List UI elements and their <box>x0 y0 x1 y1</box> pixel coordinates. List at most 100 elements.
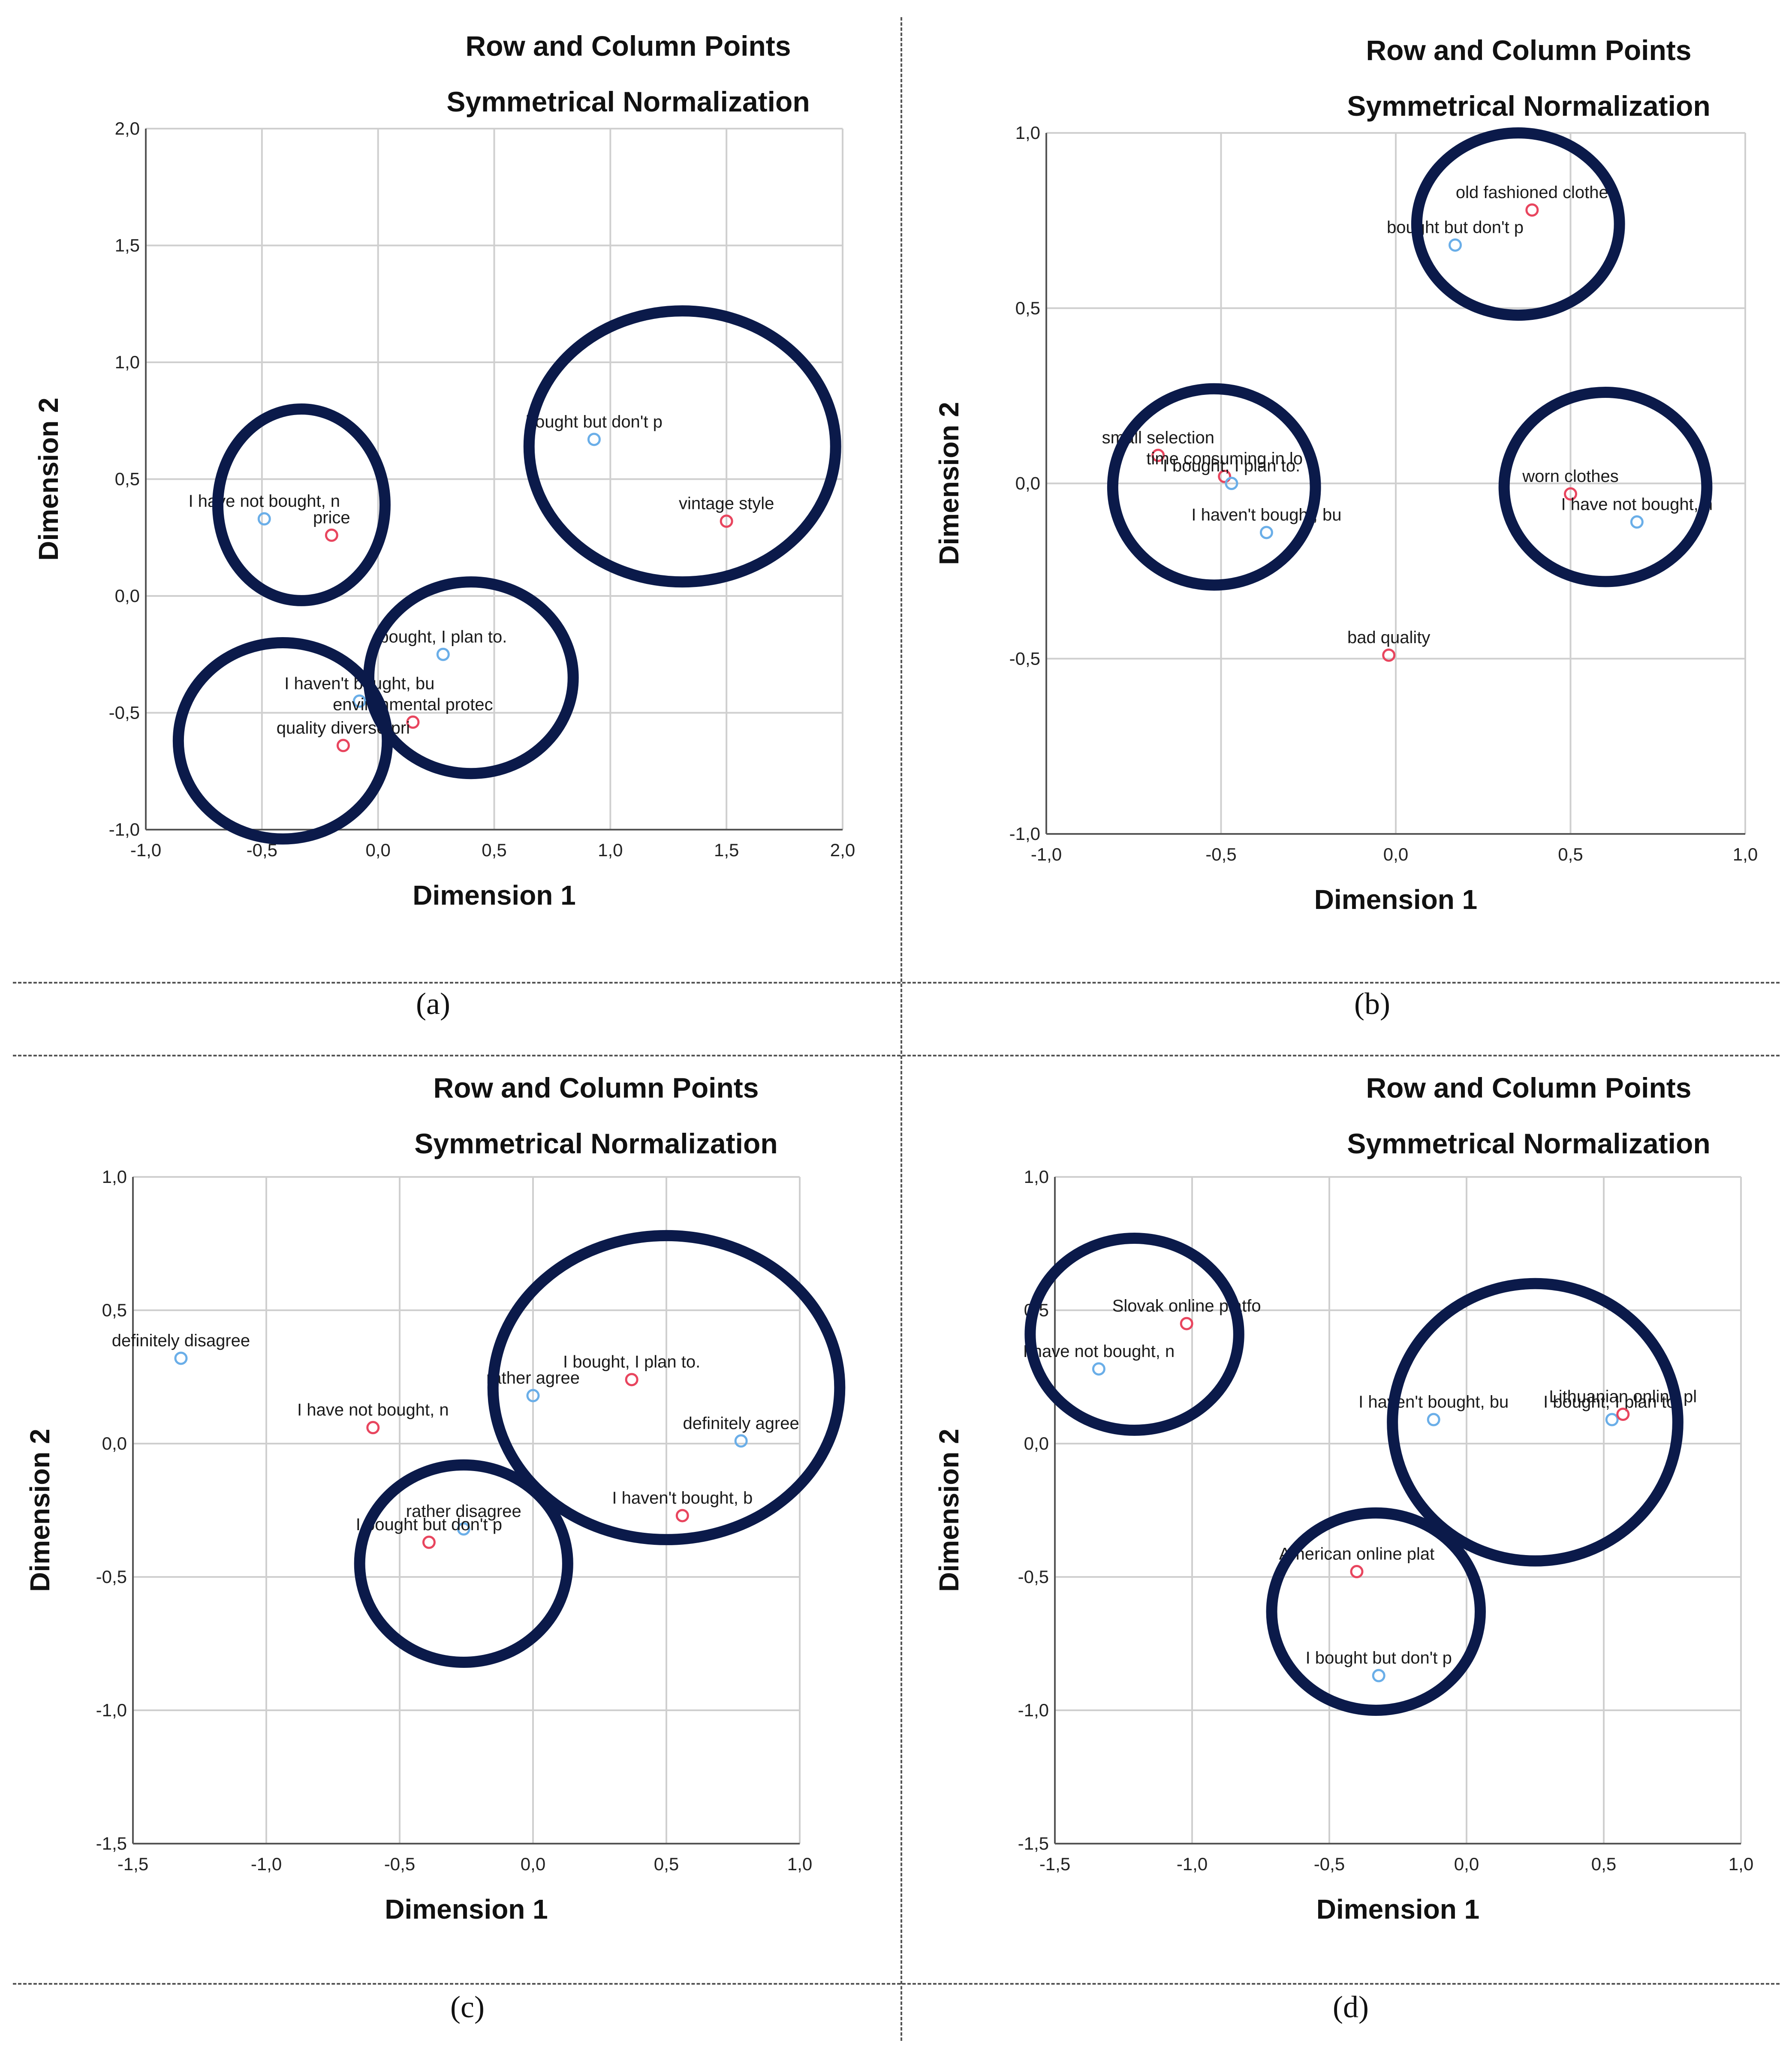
x-tick-label: 1,0 <box>1729 1854 1753 1874</box>
x-tick-label: -1,5 <box>1039 1854 1070 1874</box>
point-label: vintage style <box>679 494 774 513</box>
row-point-marker <box>457 1522 470 1536</box>
y-tick-label: -1,0 <box>1009 824 1040 844</box>
point-label: price <box>313 508 350 527</box>
row-point-marker <box>1372 1669 1385 1682</box>
x-tick-label: 2,0 <box>830 840 855 860</box>
x-axis-label: Dimension 1 <box>1316 1894 1480 1925</box>
chart-b-svg: Row and Column Points Symmetrical Normali… <box>934 34 1758 915</box>
y-tick-label: 0,5 <box>1015 298 1040 318</box>
point-label: American online plat <box>1279 1545 1434 1564</box>
caption-d: (d) <box>1333 1990 1369 2024</box>
x-tick-label: 1,0 <box>598 840 623 860</box>
y-tick-label: 1,0 <box>1024 1167 1049 1187</box>
point-label: I bought, I plan to. <box>563 1353 700 1372</box>
column-point-marker <box>1564 487 1577 501</box>
cluster-circle <box>172 637 393 845</box>
y-tick-label: 0,0 <box>1024 1433 1049 1453</box>
column-point-marker <box>625 1373 638 1387</box>
chart-panel-a: Row and Column Points Symmetrical Normali… <box>0 0 901 982</box>
y-tick-label: 1,5 <box>115 235 140 256</box>
x-tick-label: -1,5 <box>117 1854 148 1874</box>
column-point-marker <box>1525 203 1539 217</box>
chart-subtitle: Symmetrical Normalization <box>414 1128 777 1159</box>
column-point-marker <box>720 515 733 528</box>
chart-d-svg: Row and Column Points Symmetrical Normali… <box>934 1072 1753 1925</box>
horizontal-divider-middle <box>13 1055 1780 1056</box>
row-point-marker <box>1225 477 1238 490</box>
row-point-marker <box>526 1389 540 1402</box>
column-point-marker <box>406 715 420 729</box>
point-label: I have not bought, n <box>1561 495 1713 514</box>
y-axis-label: Dimension 2 <box>934 1429 964 1592</box>
column-point-marker <box>325 528 338 542</box>
cluster-circle <box>487 1230 846 1545</box>
column-point-marker <box>1218 469 1232 483</box>
point-label: I haven't bought, bu <box>1191 505 1341 524</box>
point-label: definitely agree <box>683 1414 799 1433</box>
column-point-marker <box>1382 648 1396 662</box>
x-tick-label: 0,0 <box>521 1854 545 1874</box>
point-label: I haven't bought, bu <box>1358 1393 1509 1411</box>
row-point-marker <box>1427 1413 1440 1426</box>
x-axis-label: Dimension 1 <box>413 880 576 911</box>
point-label: I bought, I plan to. <box>1543 1393 1681 1411</box>
point-label: I bought but don't p <box>1306 1649 1452 1667</box>
x-tick-label: -0,5 <box>1314 1854 1345 1874</box>
y-tick-label: 1,0 <box>102 1167 127 1187</box>
point-label: environmental protec <box>333 695 493 714</box>
chart-panel-b: Row and Column Points Symmetrical Normali… <box>901 0 1792 982</box>
point-label: bought but don't p <box>1387 218 1524 237</box>
row-point-marker <box>1092 1362 1105 1376</box>
y-tick-label: -1,5 <box>96 1833 127 1853</box>
x-tick-label: 0,5 <box>1591 1854 1616 1874</box>
point-label: worn clothes <box>1522 467 1619 486</box>
column-point-marker <box>675 1509 689 1522</box>
cluster-circle <box>212 403 391 606</box>
y-tick-label: -0,5 <box>109 703 140 723</box>
column-point-marker <box>1180 1317 1193 1330</box>
x-tick-label: -1,0 <box>130 840 161 860</box>
point-label: bad quality <box>1347 628 1430 647</box>
chart-title: Row and Column Points <box>466 30 791 62</box>
row-point-marker <box>174 1351 188 1365</box>
chart-title: Row and Column Points <box>434 1072 759 1104</box>
y-tick-label: 0,0 <box>102 1433 127 1453</box>
row-point-marker <box>1259 526 1273 539</box>
caption-a: (a) <box>416 987 450 1021</box>
x-tick-label: 1,0 <box>1733 844 1758 864</box>
chart-subtitle: Symmetrical Normalization <box>446 86 810 117</box>
cluster-circle <box>1498 386 1713 587</box>
point-label: bought but don't p <box>526 412 663 431</box>
cluster-circle <box>1387 1278 1684 1567</box>
point-label: definitely disagree <box>112 1331 250 1350</box>
y-tick-label: 2,0 <box>115 118 140 138</box>
y-tick-label: -1,0 <box>1018 1700 1049 1720</box>
x-tick-label: 0,5 <box>1558 844 1583 864</box>
row-point-marker <box>436 647 450 661</box>
x-tick-label: -1,0 <box>1177 1854 1208 1874</box>
y-tick-label: 1,0 <box>115 352 140 372</box>
point-label: I bought but don't p <box>356 1515 502 1534</box>
x-axis-label: Dimension 1 <box>385 1894 548 1925</box>
x-tick-label: -0,5 <box>1205 844 1236 864</box>
x-tick-label: 1,0 <box>787 1854 812 1874</box>
x-tick-label: 0,5 <box>482 840 506 860</box>
row-point-marker <box>587 433 601 446</box>
y-tick-label: 0,0 <box>1015 473 1040 493</box>
chart-title: Row and Column Points <box>1366 34 1692 66</box>
point-label: I have not bought, n <box>297 1401 449 1420</box>
point-label: I haven't bought, b <box>612 1489 753 1507</box>
y-tick-label: 0,0 <box>115 586 140 606</box>
chart-subtitle: Symmetrical Normalization <box>1347 1128 1710 1159</box>
x-tick-label: 0,0 <box>1383 844 1408 864</box>
point-label: old fashioned clothe <box>1456 183 1608 202</box>
x-tick-label: -0,5 <box>384 1854 415 1874</box>
horizontal-divider-bottom <box>13 1983 1780 1985</box>
column-point-marker <box>366 1421 380 1435</box>
point-label: bought, I plan to. <box>379 627 507 646</box>
point-label: I have not bought, n <box>1023 1342 1175 1361</box>
row-point-marker <box>734 1434 748 1448</box>
row-point-marker <box>1630 515 1644 529</box>
horizontal-divider-top <box>13 982 1780 984</box>
